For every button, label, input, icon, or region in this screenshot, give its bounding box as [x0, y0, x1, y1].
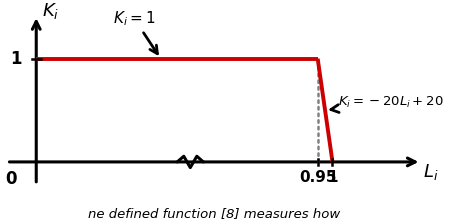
Text: $K_i = 1$: $K_i = 1$	[113, 9, 158, 54]
Text: 0.95: 0.95	[299, 170, 336, 185]
Text: 0: 0	[6, 170, 17, 188]
Text: $K_i$: $K_i$	[42, 1, 60, 21]
Text: 1: 1	[10, 50, 21, 68]
Text: 1: 1	[327, 170, 338, 185]
Text: $L_i$: $L_i$	[423, 162, 438, 182]
Text: ne defined function [8] measures how: ne defined function [8] measures how	[88, 207, 340, 220]
Text: $K_i = -20L_i + 20$: $K_i = -20L_i + 20$	[331, 94, 444, 112]
